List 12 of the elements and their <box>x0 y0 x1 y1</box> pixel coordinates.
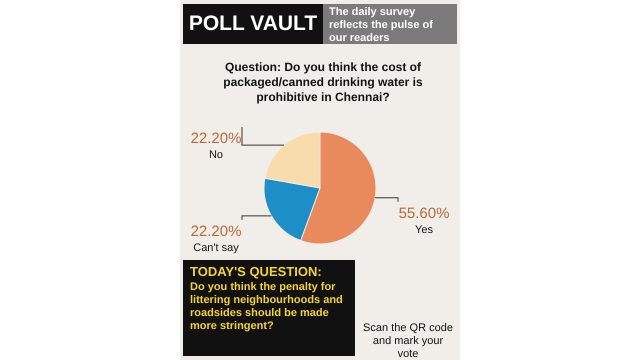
chart-title: Question: Do you think the cost of packaged/canned drinking water is prohibitive in Chennai? <box>222 60 424 105</box>
slice-label: Can't say <box>193 242 240 254</box>
text: POLL VAULT <box>183 4 323 44</box>
slice-label: No <box>208 149 224 162</box>
slice-label: Yes <box>415 224 434 236</box>
text: The daily survey reflects the pulse of our readers <box>323 4 457 44</box>
text: Do you think the penalty for littering neighbourhoods and roadsides should be made more stringent? <box>190 281 344 333</box>
data-label: 55.60% <box>398 204 450 222</box>
data-label: 22.20% <box>190 130 242 148</box>
text: TODAY'S QUESTION: <box>190 264 323 279</box>
text: Scan the QR code and mark your vote <box>362 322 454 360</box>
data-label: 22.20% <box>190 223 242 240</box>
